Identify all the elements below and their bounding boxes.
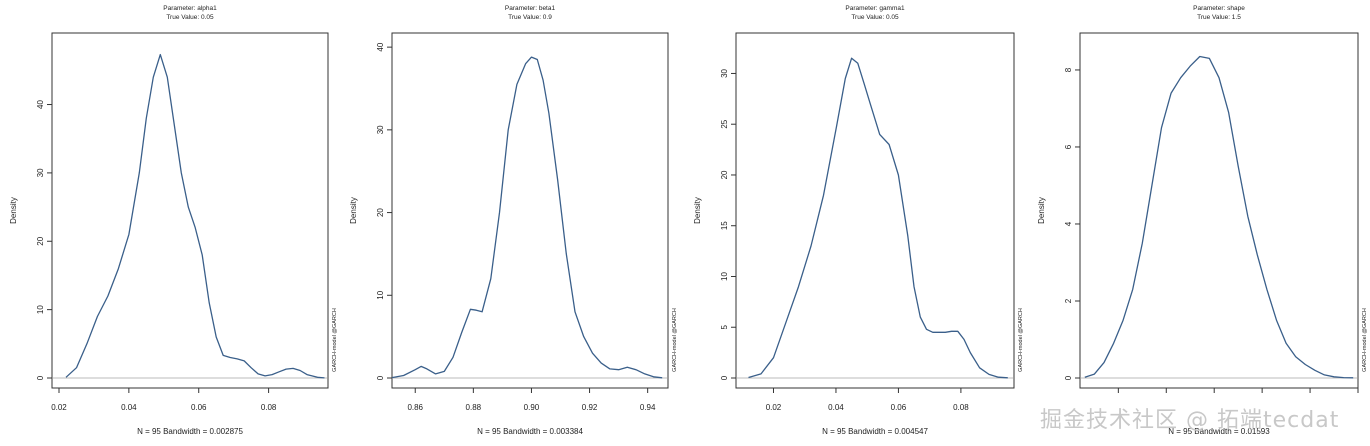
x-tick-label: 0.88 — [466, 403, 482, 412]
y-tick-label: 40 — [36, 100, 45, 109]
density-curve — [748, 57, 1008, 379]
panel-2: Parameter: beta1 True Value: 0.9 0 10 20 30 40… — [349, 5, 678, 436]
density-curve — [391, 56, 663, 379]
x-tick-label: 0.06 — [191, 403, 207, 412]
density-curve — [65, 53, 325, 379]
y-tick-label: 0 — [36, 375, 45, 380]
y-tick-label: 20 — [376, 208, 385, 217]
panel-3: Parameter: gamma1 True Value: 0.05 0 5 10 15 2… — [693, 5, 1024, 436]
x-axis-label: N = 95 Bandwidth = 0.004547 — [822, 427, 928, 436]
chart-subtitle: True Value: 0.05 — [166, 14, 214, 21]
plot-frame — [1079, 32, 1359, 389]
side-note: GARCH-model @GARCH — [672, 308, 678, 372]
y-tick-label: 6 — [1064, 144, 1073, 149]
watermark: 掘金技术社区 @ 拓端tecdat — [1040, 408, 1340, 433]
x-tick-label: 0.08 — [261, 403, 277, 412]
y-axis-label: Density — [693, 197, 702, 224]
density-curve — [1084, 55, 1354, 379]
panel-1: Parameter: alpha1 True Value: 0.05 0 10 20 30… — [9, 5, 338, 436]
x-tick-label: 0.94 — [640, 403, 656, 412]
plot-frame — [51, 32, 329, 389]
y-tick-label: 0 — [376, 375, 385, 380]
x-tick-label: 0.02 — [51, 403, 67, 412]
y-tick-label: 10 — [36, 305, 45, 314]
chart-subtitle: True Value: 0.05 — [851, 14, 899, 21]
chart-title: Parameter: gamma1 — [845, 5, 905, 12]
x-tick-label: 0.86 — [407, 403, 423, 412]
x-tick-label: 0.04 — [828, 403, 844, 412]
y-tick-label: 10 — [376, 290, 385, 299]
panel-4: Parameter: shape True Value: 1.5 0 2 4 6 8 Dens… — [1037, 5, 1368, 436]
y-tick-label: 0 — [1064, 375, 1073, 380]
y-tick-label: 0 — [720, 375, 729, 380]
y-tick-label: 30 — [720, 68, 729, 77]
y-tick-label: 20 — [36, 236, 45, 245]
side-note: GARCH-model @GARCH — [1018, 308, 1024, 372]
y-axis-label: Density — [9, 197, 18, 224]
plot-frame — [735, 32, 1015, 389]
chart-title: Parameter: beta1 — [505, 5, 556, 12]
y-tick-label: 30 — [376, 125, 385, 134]
side-note: GARCH-model @GARCH — [332, 308, 338, 372]
x-tick-label: 0.90 — [524, 403, 540, 412]
y-tick-label: 40 — [376, 42, 385, 51]
y-tick-label: 2 — [1064, 298, 1073, 303]
x-tick-label: 0.06 — [891, 403, 907, 412]
y-tick-label: 10 — [720, 271, 729, 280]
x-axis-label: N = 95 Bandwidth = 0.002875 — [137, 427, 243, 436]
y-tick-label: 4 — [1064, 221, 1073, 226]
y-tick-label: 25 — [720, 119, 729, 128]
x-tick-label: 0.08 — [953, 403, 969, 412]
chart-title: Parameter: alpha1 — [163, 5, 217, 12]
y-axis-label: Density — [349, 197, 358, 224]
y-tick-label: 5 — [720, 324, 729, 329]
x-tick-label: 0.04 — [121, 403, 137, 412]
y-tick-label: 20 — [720, 170, 729, 179]
y-tick-label: 15 — [720, 221, 729, 230]
x-tick-label: 0.92 — [582, 403, 598, 412]
chart-subtitle: True Value: 0.9 — [508, 14, 552, 21]
y-tick-label: 8 — [1064, 67, 1073, 72]
side-note: GARCH-model @GARCH — [1362, 308, 1368, 372]
x-tick-label: 0.02 — [766, 403, 782, 412]
chart-title: Parameter: shape — [1193, 5, 1245, 12]
x-axis-label: N = 95 Bandwidth = 0.01593 — [1168, 427, 1270, 436]
plot-frame — [391, 32, 669, 389]
x-axis-label: N = 95 Bandwidth = 0.003384 — [477, 427, 583, 436]
y-tick-label: 30 — [36, 168, 45, 177]
chart-subtitle: True Value: 1.5 — [1197, 14, 1241, 21]
y-axis-label: Density — [1037, 197, 1046, 224]
